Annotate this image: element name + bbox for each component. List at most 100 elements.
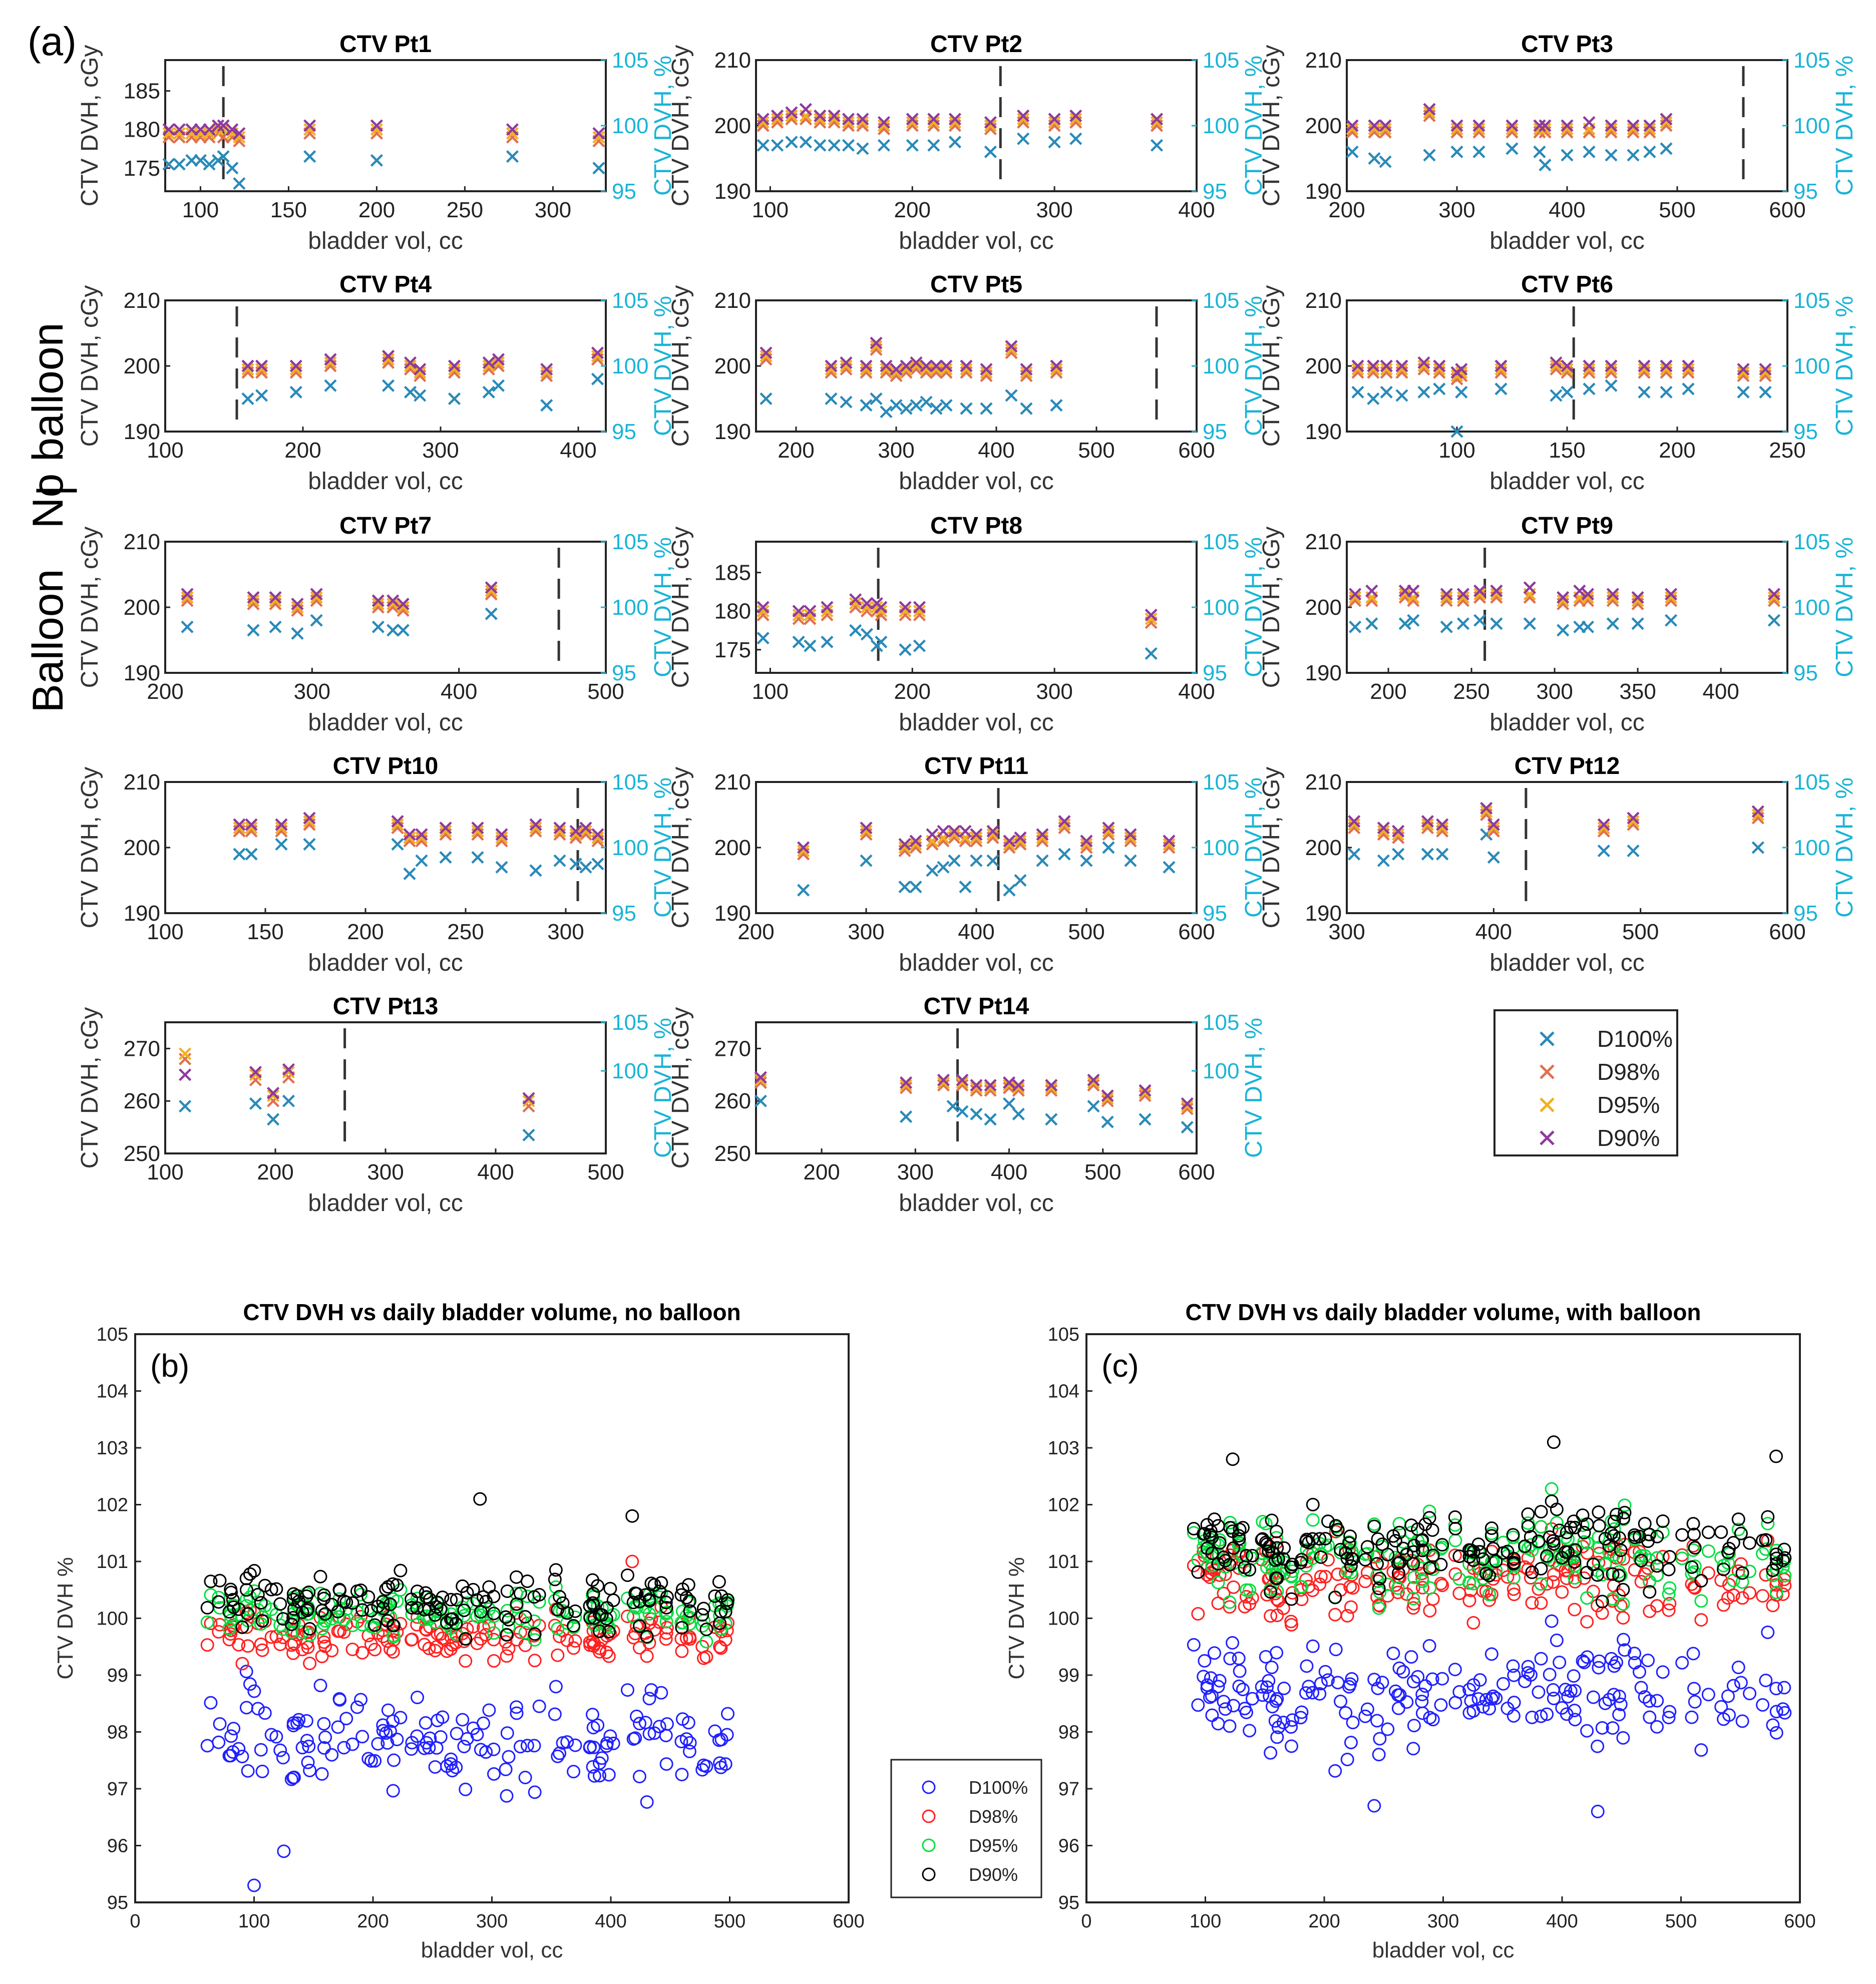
panel-c-d95-point [1580,1591,1594,1605]
ctv-pt7-d90-point [291,597,304,611]
panel-b-d100-point [683,1736,697,1750]
panel-c-title: CTV DVH vs daily bladder volume, with ba… [1185,1299,1701,1325]
ctv-pt11-y2label: CTV DVH, % [1241,777,1267,918]
panel-b-d100-point [630,1709,644,1723]
ctv-pt11-d90-point [909,835,922,848]
panel-c-d98-point [1568,1603,1582,1617]
panel-b-d90-point [551,1603,565,1617]
panel-c-d100-point [1776,1702,1790,1716]
panel-b-d100-point [376,1724,390,1738]
panel-c-d98-point [1285,1618,1299,1632]
panel-c-d90-point [1675,1528,1689,1542]
panel-c-d95-point [1360,1546,1374,1560]
ctv-pt12-d90-point [1421,815,1434,828]
panel-c-d90-point [1294,1555,1308,1569]
panel-b-d90-point [625,1509,639,1523]
ctv-pt14-xtick-label: 300 [897,1160,934,1184]
ctv-pt14-ytick-label: 270 [714,1036,751,1061]
ctv-pt11-d95-point [1036,831,1049,844]
ctv-pt3-xtick-label: 200 [1328,198,1365,222]
ctv-pt10-d95-point [415,831,428,844]
panel-c-d98-point [1766,1599,1780,1613]
panel-b-xtick-label: 500 [714,1911,745,1932]
panel-c-d100-point [1208,1646,1222,1660]
ctv-pt14-d90-point [1045,1079,1058,1092]
panel-b-d100-point [712,1733,726,1747]
ctv-pt1-d90-point [173,123,186,136]
panel-c-d90-point [1543,1530,1557,1544]
panel-b-d100-point [457,1740,471,1754]
ctv-pt1-d95-point [592,131,605,144]
ctv-pt14-d90-point [1002,1076,1016,1089]
ctv-pt2-d90-point [856,113,869,126]
ctv-pt14-d100-point [754,1094,767,1107]
panel-b-d90-point [269,1582,283,1596]
ctv-pt7-d95-point [387,597,400,611]
panel-c-d90-point [1616,1582,1630,1597]
ctv-pt2-xtick-label: 100 [752,198,789,222]
ctv-pt12-y2tick-label: 95 [1793,901,1818,926]
ctv-pt6-d90-point [1367,359,1380,372]
ctv-pt11-d90-point [898,838,911,851]
panel-c-d90-point [1392,1525,1406,1539]
panel-b-d100-point [325,1748,339,1762]
panel-c-d100-point [1306,1639,1320,1653]
panel-c-d95-point [1743,1564,1757,1578]
ctv-pt5-d95-point [760,349,773,362]
ctv-pt11-d90-point [1036,828,1049,841]
panel-c-d100-point [1285,1739,1299,1753]
panel-b-d100-point [474,1743,488,1757]
ctv-pt4-d95-point [482,359,495,372]
panel-b-d90-point [355,1603,369,1617]
panel-c-d100-point [1226,1636,1240,1650]
ctv-pt13-xlabel: bladder vol, cc [308,1190,463,1217]
panel-c-d90-point [1314,1550,1328,1564]
ctv-pt12-ytick-label: 210 [1305,770,1342,795]
ctv-pt10-d90-point [495,828,508,841]
panel-c-d100-point [1731,1661,1745,1675]
panel-c-d90-point [1592,1505,1606,1519]
ctv-pt5-d95-point [1005,343,1018,356]
panel-c-d100-point [1373,1732,1387,1746]
ctv-pt3-d95-point [1450,122,1463,136]
ctv-pt10-y2label: CTV DVH, % [650,777,676,918]
panel-c-d100-point [1628,1647,1642,1661]
ctv-pt8-ytick-label: 175 [714,638,751,662]
ctv-pt14-d95-point [956,1076,969,1089]
panel-c-d90-point [1633,1529,1647,1543]
ctv-pt4-ytick-label: 200 [124,354,160,378]
panel-b-d90-point [482,1580,496,1594]
panel-c-d100-point [1506,1659,1520,1673]
panel-c-d90-point [1340,1551,1354,1565]
ctv-pt6-ytick-label: 210 [1305,288,1342,313]
ctv-pt14-d90-point [899,1076,913,1089]
ctv-pt2-d95-point [757,116,770,129]
panel-b-d90-point [224,1582,238,1597]
panel-c-d90-point [1553,1523,1567,1537]
ctv-pt3-y2label: CTV DVH, % [1831,56,1858,196]
ctv-pt6-d90-point [1550,356,1563,369]
panel-b-d100-point [513,1740,527,1754]
ctv-pt7-ylabel: CTV DVH, cGy [77,527,103,688]
legend-a-marker-d95 [1540,1097,1555,1112]
ctv-pt10-xtick-label: 250 [447,920,484,944]
ctv-pt5-d95-point [980,366,993,379]
panel-c-axes-box [1085,1333,1801,1903]
panel-b-d100-point [213,1717,227,1731]
ctv-pt10-d95-point [591,831,604,844]
legend-bc-marker-d95 [922,1838,936,1852]
ctv-pt4-ylabel: CTV DVH, cGy [77,285,103,447]
panel-c-d100-point [1339,1706,1353,1720]
ctv-pt2-d100-point [785,136,798,149]
panel-b-d98-point [383,1642,397,1656]
panel-c-d100-point [1675,1656,1689,1670]
ctv-pt6-xtick-label: 250 [1769,438,1805,463]
ctv-pt14-d100-point [1087,1100,1100,1113]
panel-c-d90-point [1393,1555,1407,1569]
panel-c-d100-point [1435,1672,1449,1686]
ctv-pt13-d90-point [267,1086,280,1100]
ctv-pt8-xtick-label: 100 [752,679,789,704]
panel-c-d100-point [1381,1722,1395,1736]
panel-c-xlabel: bladder vol, cc [1372,1938,1515,1962]
